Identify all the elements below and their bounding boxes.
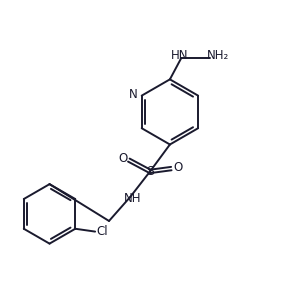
Text: O: O (173, 161, 182, 174)
Text: NH₂: NH₂ (207, 49, 229, 62)
Text: S: S (146, 165, 154, 178)
Text: HN: HN (171, 49, 188, 62)
Text: Cl: Cl (96, 225, 108, 238)
Text: NH: NH (124, 192, 142, 205)
Text: N: N (129, 88, 138, 101)
Text: O: O (118, 152, 127, 165)
